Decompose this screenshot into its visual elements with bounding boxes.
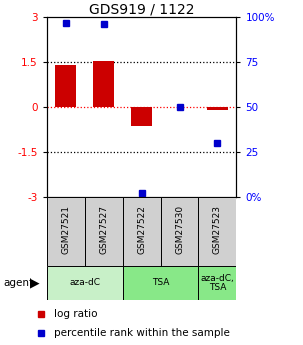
- Text: GSM27527: GSM27527: [99, 205, 108, 254]
- Text: TSA: TSA: [152, 278, 169, 287]
- Bar: [93, 61, 114, 107]
- Bar: [161, 197, 198, 266]
- Text: aza-dC: aza-dC: [69, 278, 100, 287]
- Bar: [123, 266, 198, 300]
- Bar: [207, 107, 228, 110]
- Text: GSM27521: GSM27521: [62, 205, 70, 254]
- Text: ▶: ▶: [30, 276, 40, 289]
- Text: aza-dC,
TSA: aza-dC, TSA: [201, 274, 234, 292]
- Text: GSM27522: GSM27522: [137, 205, 146, 254]
- Bar: [198, 266, 236, 300]
- Bar: [55, 65, 76, 107]
- Bar: [123, 197, 161, 266]
- Title: GDS919 / 1122: GDS919 / 1122: [89, 2, 195, 16]
- Text: log ratio: log ratio: [54, 309, 97, 319]
- Bar: [131, 107, 152, 126]
- Bar: [47, 197, 85, 266]
- Text: GSM27530: GSM27530: [175, 205, 184, 254]
- Bar: [85, 197, 123, 266]
- Text: GSM27523: GSM27523: [213, 205, 222, 254]
- Bar: [198, 197, 236, 266]
- Text: percentile rank within the sample: percentile rank within the sample: [54, 328, 230, 338]
- Bar: [47, 266, 123, 300]
- Text: agent: agent: [3, 278, 33, 288]
